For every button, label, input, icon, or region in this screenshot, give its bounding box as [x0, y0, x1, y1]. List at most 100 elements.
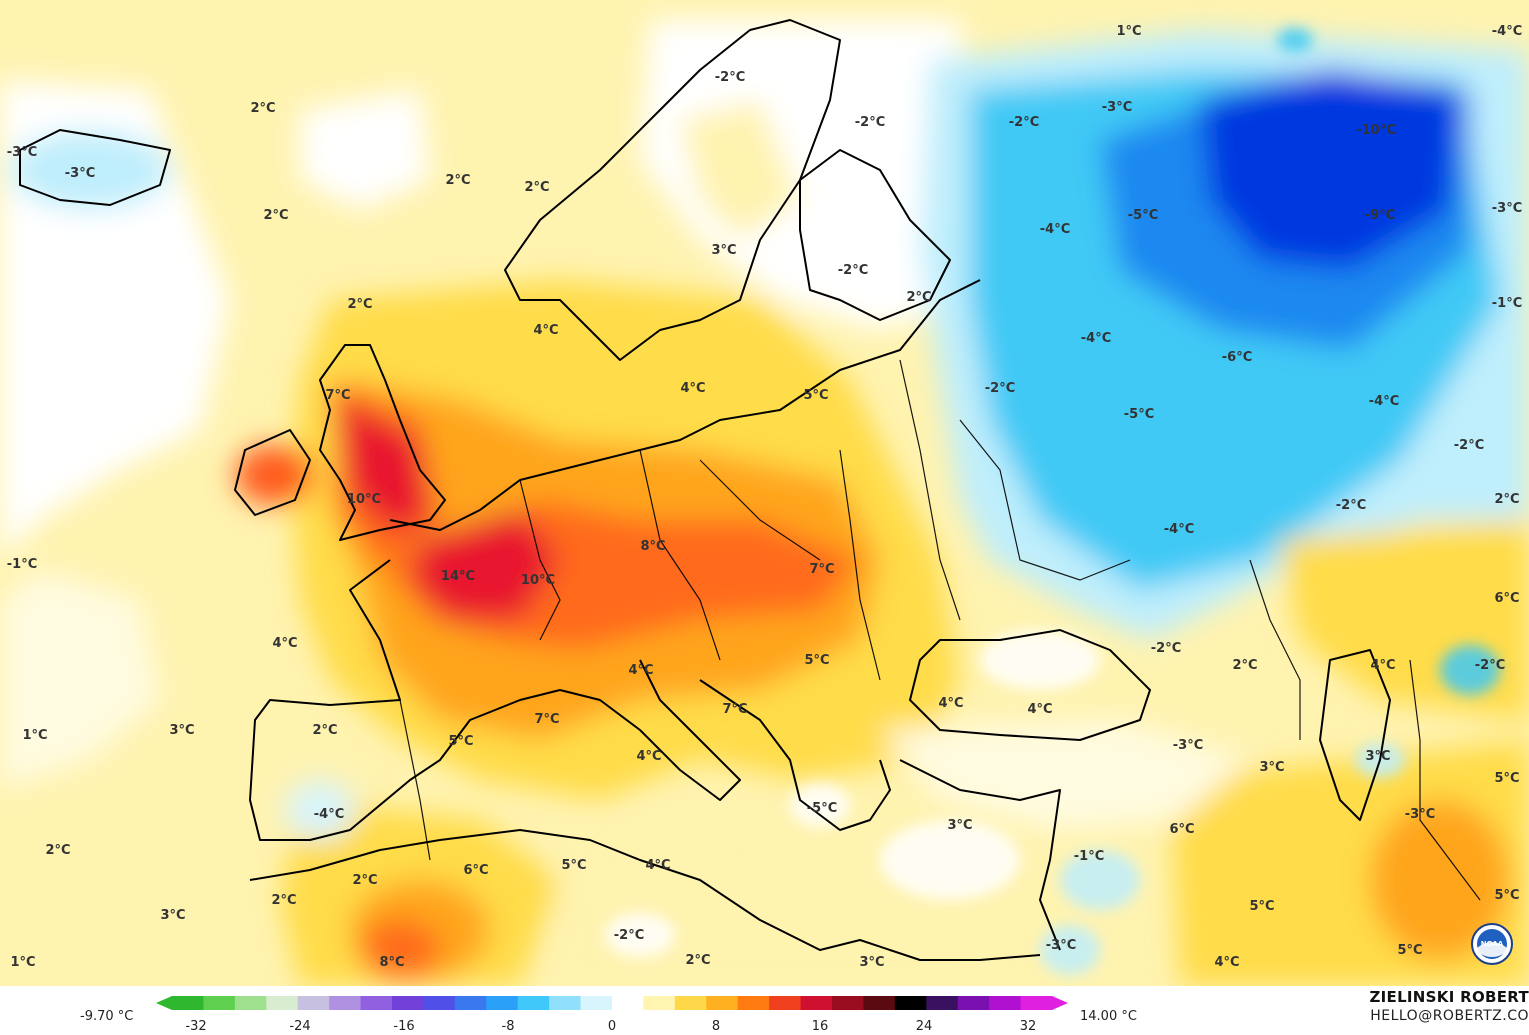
temperature-label: 3°C — [1259, 760, 1284, 775]
temperature-label: -3°C — [1173, 738, 1203, 753]
temperature-label: 2°C — [271, 893, 296, 908]
color-legend: -9.70 °C -32 -24 -16 -8 0 8 16 24 32 14.00 °C — [80, 996, 1137, 1034]
temperature-label: 4°C — [636, 749, 661, 764]
temperature-label: 5°C — [561, 858, 586, 873]
legend-ticks: -32 -24 -16 -8 0 8 16 24 32 — [185, 1019, 1036, 1034]
temperature-label: -3°C — [1405, 807, 1435, 822]
temperature-label: -3°C — [1492, 201, 1522, 216]
legend-color-swatch — [423, 996, 456, 1010]
legend-color-swatch — [234, 996, 267, 1010]
temperature-label: -2°C — [985, 381, 1015, 396]
temperature-label: 3°C — [711, 243, 736, 258]
legend-tick-label: 16 — [812, 1019, 829, 1034]
legend-tick-label: 24 — [916, 1019, 933, 1034]
temperature-label: -1°C — [1074, 849, 1104, 864]
temperature-label: 2°C — [1232, 658, 1257, 673]
legend-color-swatch — [894, 996, 927, 1010]
temperature-label: -2°C — [1151, 641, 1181, 656]
temperature-label: 2°C — [524, 180, 549, 195]
temperature-label: -2°C — [855, 115, 885, 130]
temperature-label: 6°C — [1494, 591, 1519, 606]
legend-color-bar — [156, 996, 1068, 1010]
temperature-label: 5°C — [804, 653, 829, 668]
temperature-label: -4°C — [1369, 394, 1399, 409]
noaa-logo-icon: NOAA — [1471, 923, 1513, 965]
temperature-label: 7°C — [722, 702, 747, 717]
temperature-map[interactable]: 1°C -4°C 2°C -2°C -3°C -2°C -2°C -10°C -3°C -3°C 2… — [0, 0, 1529, 986]
legend-color-swatch — [549, 996, 582, 1010]
temperature-label: 8°C — [640, 539, 665, 554]
temperature-label: 1°C — [10, 955, 35, 970]
temperature-label: -5°C — [1128, 208, 1158, 223]
temperature-label: -6°C — [1222, 350, 1252, 365]
legend-color-swatch — [454, 996, 487, 1010]
legend-left-arrow — [156, 996, 172, 1010]
temperature-label: 2°C — [45, 843, 70, 858]
map-canvas: 1°C -4°C 2°C -2°C -3°C -2°C -2°C -10°C -3°C -3°C 2… — [0, 0, 1529, 986]
temperature-label: -5°C — [1124, 407, 1154, 422]
temperature-label: 2°C — [347, 297, 372, 312]
borders — [399, 359, 1481, 901]
temperature-label: 1°C — [22, 728, 47, 743]
temperature-label: -3°C — [1046, 938, 1076, 953]
legend-max-value: 14.00 °C — [1080, 1009, 1137, 1024]
temperature-label: 6°C — [463, 863, 488, 878]
temperature-label: -5°C — [807, 801, 837, 816]
temperature-label: 10°C — [521, 573, 555, 588]
temperature-label: 2°C — [263, 208, 288, 223]
temperature-label: 8°C — [379, 955, 404, 970]
temperature-label: -2°C — [1475, 658, 1505, 673]
temperature-label: 4°C — [533, 323, 558, 338]
cool-patches — [605, 28, 1500, 975]
temperature-label: 7°C — [325, 388, 350, 403]
temperature-label: -1°C — [1492, 296, 1522, 311]
legend-color-swatch — [863, 996, 896, 1010]
temperature-label: 2°C — [352, 873, 377, 888]
legend-color-swatch — [769, 996, 802, 1010]
footer-bar: -9.70 °C -32 -24 -16 -8 0 8 16 24 32 14.00 °C ZI… — [0, 986, 1529, 1035]
temperature-label: 3°C — [160, 908, 185, 923]
temperature-field — [0, 20, 1529, 986]
temperature-label: 5°C — [1249, 899, 1274, 914]
temperature-label: -1°C — [7, 557, 37, 572]
temperature-label: 3°C — [859, 955, 884, 970]
temperature-label: -2°C — [715, 70, 745, 85]
legend-color-swatch — [737, 996, 770, 1010]
legend-color-swatch — [172, 996, 204, 1010]
temperature-label: 7°C — [534, 712, 559, 727]
legend-color-swatch — [486, 996, 519, 1010]
temperature-label: -3°C — [7, 145, 37, 160]
legend-tick-label: -24 — [289, 1019, 310, 1034]
temperature-label: 4°C — [272, 636, 297, 651]
legend-color-swatch — [1020, 996, 1053, 1010]
legend-tick-label: 0 — [608, 1019, 616, 1034]
legend-color-swatch — [266, 996, 299, 1010]
temperature-label: 4°C — [1027, 702, 1052, 717]
legend-color-swatch — [329, 996, 362, 1010]
temperature-label: 6°C — [1169, 822, 1194, 837]
legend-color-swatch — [360, 996, 393, 1010]
temperature-labels: 1°C -4°C 2°C -2°C -3°C -2°C -2°C -10°C -3°C -3°C 2… — [7, 24, 1522, 970]
temperature-label: -2°C — [1336, 498, 1366, 513]
legend-tick-label: -32 — [185, 1019, 206, 1034]
legend-color-swatch — [674, 996, 707, 1010]
temperature-label: 2°C — [906, 290, 931, 305]
temperature-label: 5°C — [803, 388, 828, 403]
legend-min-value: -9.70 °C — [80, 1009, 133, 1024]
legend-color-swatch — [989, 996, 1022, 1010]
legend-color-swatch — [580, 996, 613, 1010]
temperature-label: 3°C — [947, 818, 972, 833]
author-email[interactable]: HELLO@ROBERTZ.CO — [1370, 1008, 1529, 1024]
temperature-label: -4°C — [1040, 222, 1070, 237]
temperature-label: -3°C — [1102, 100, 1132, 115]
legend-color-swatch — [706, 996, 739, 1010]
temperature-label: 2°C — [312, 723, 337, 738]
temperature-label: -3°C — [65, 166, 95, 181]
noaa-logo-text: NOAA — [1481, 940, 1504, 948]
legend-color-swatch — [832, 996, 864, 1010]
temperature-label: 2°C — [685, 953, 710, 968]
temperature-label: 3°C — [169, 723, 194, 738]
legend-tick-label: -16 — [393, 1019, 414, 1034]
temperature-label: 5°C — [1397, 943, 1422, 958]
temperature-label: 14°C — [441, 569, 475, 584]
